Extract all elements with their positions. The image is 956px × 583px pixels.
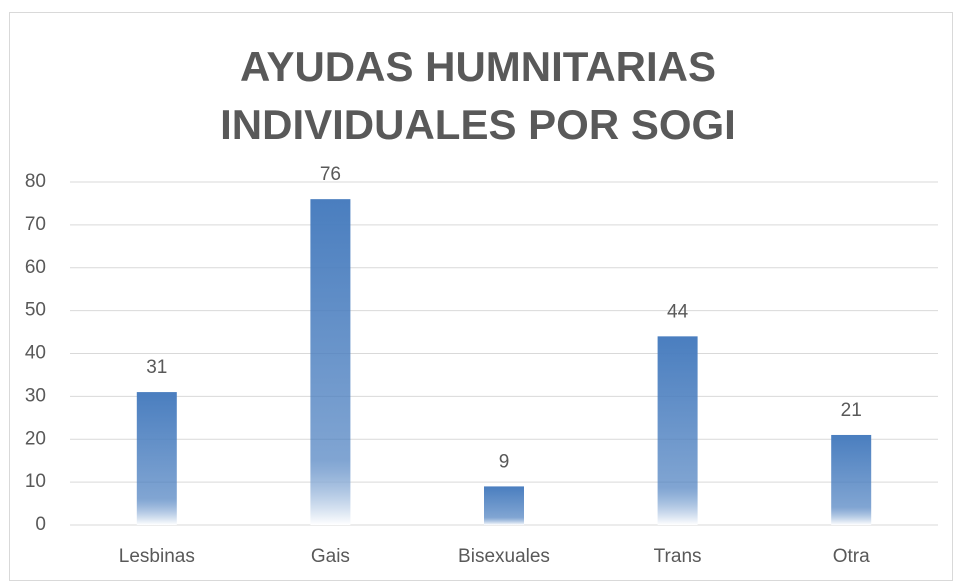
bar (484, 486, 524, 525)
y-tick-label: 60 (25, 257, 46, 278)
data-label: 9 (499, 451, 510, 472)
y-tick-label: 20 (25, 428, 46, 449)
y-tick-label: 10 (25, 471, 46, 492)
bar (136, 392, 177, 525)
y-tick-label: 30 (25, 385, 46, 406)
x-tick-label: Trans (654, 546, 702, 567)
bar (310, 199, 351, 525)
bar (831, 434, 872, 525)
y-tick-label: 70 (25, 214, 46, 235)
data-label: 21 (841, 400, 862, 421)
y-tick-label: 40 (25, 343, 46, 364)
chart-border (9, 12, 953, 581)
x-tick-label: Lesbinas (119, 546, 195, 567)
data-label: 44 (667, 301, 689, 322)
y-tick-label: 0 (35, 514, 46, 535)
data-label: 31 (146, 357, 167, 378)
y-tick-label: 80 (25, 171, 46, 192)
y-tick-label: 50 (25, 300, 46, 321)
x-tick-label: Otra (833, 546, 870, 567)
data-label: 76 (320, 164, 341, 185)
chart-title: AYUDAS HUMNITARIAS INDIVIDUALES POR SOGI (220, 43, 736, 148)
x-tick-label: Gais (311, 546, 350, 567)
x-tick-label: Bisexuales (458, 546, 550, 567)
bar (657, 336, 698, 525)
